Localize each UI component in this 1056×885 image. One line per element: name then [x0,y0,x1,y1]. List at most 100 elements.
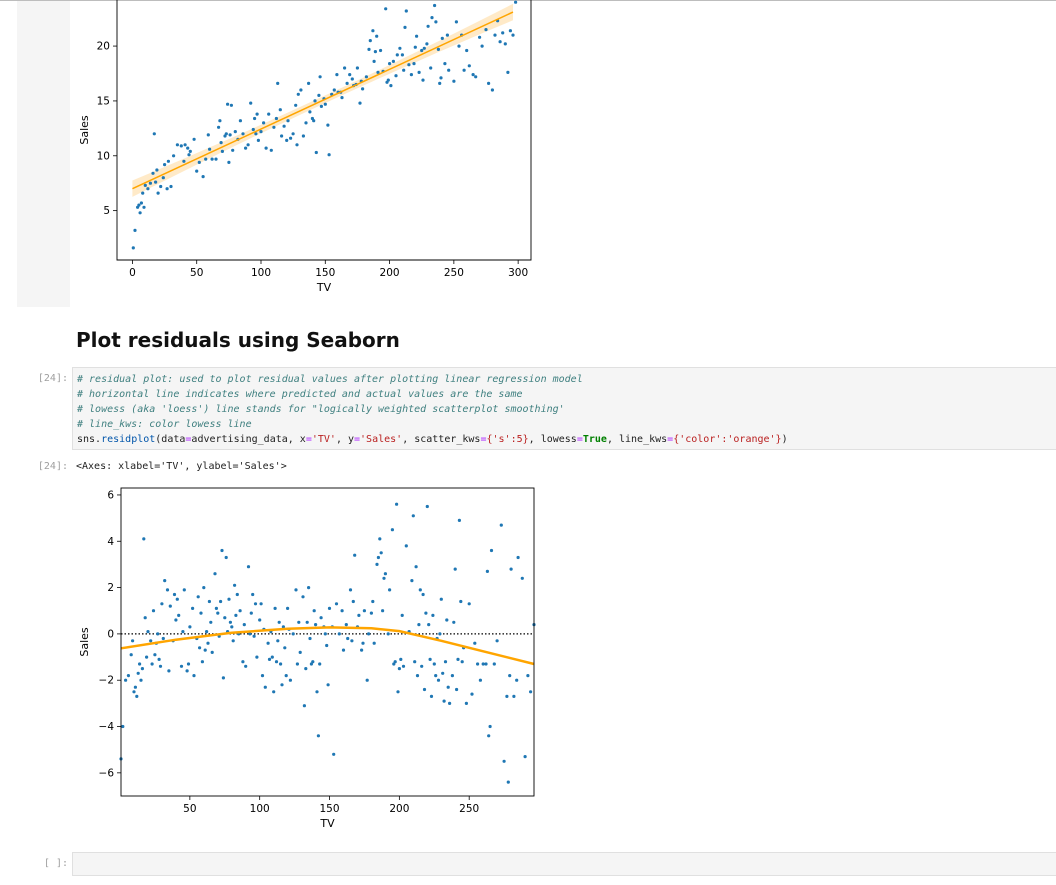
regplot-data-point [317,93,321,97]
regplot-data-point [425,42,429,46]
residplot-data-point [233,583,237,587]
residplot-data-point [199,611,203,615]
regplot-data-point [286,119,290,123]
residplot-data-point [436,678,441,682]
residplot-data-point [255,655,259,659]
code-token: , y [335,434,354,445]
regplot-data-point [364,75,368,79]
regplot-x-tick-label: 100 [251,267,271,279]
residplot-data-point [145,655,149,659]
regplot-data-point [172,154,176,158]
residplot-data-point [376,555,380,560]
regplot-data-point [197,160,201,164]
residplot-data-point [302,704,306,708]
residplot-data-point [284,674,288,678]
residplot-data-point [219,599,223,604]
residplot-data-point [312,609,316,613]
regplot-data-point [358,101,362,105]
regplot-data-point [417,70,421,74]
residplot-data-point [280,683,284,687]
residplot-data-point [341,648,346,652]
code-token: = [185,434,192,445]
regplot-data-point [233,130,237,134]
residplot-data-point [177,613,181,617]
residplot-data-point [351,599,355,604]
regplot-data-point [291,132,295,136]
regplot-data-point [267,112,271,116]
residplot-data-point [228,620,232,624]
residplot-data-point [446,685,450,689]
regplot-data-point [285,138,289,142]
residplot-data-point [332,752,336,756]
residplot-data-point [467,602,471,606]
regplot-data-point [156,191,160,195]
residplot-data-point [207,599,211,604]
regplot-data-point [493,33,497,37]
regplot-data-point [294,103,298,107]
residplot-data-point [395,502,399,506]
residplot-y-tick-label: 4 [107,536,114,548]
residplot-data-point [478,678,482,682]
residplot-data-point [348,588,353,592]
regplot-data-point [206,133,210,137]
residplot-data-point [196,595,200,599]
regplot-data-point [371,29,375,33]
regplot-data-point [327,153,331,157]
regplot-data-point [332,88,336,92]
regplot-data-point [498,40,502,44]
regplot-data-point [192,137,196,141]
residplot-data-point [273,606,277,610]
residplot-data-point [523,755,527,759]
residplot-data-point [319,616,323,620]
regplot-data-point [319,104,323,108]
residplot-data-point [422,687,427,692]
residplot-data-point [186,662,191,666]
residplot-data-point [460,660,464,664]
regplot-data-point [169,184,173,189]
regplot-data-point [433,3,437,8]
residplot-data-point [135,694,139,698]
residplot-data-point [316,734,320,738]
residplot-data-point [357,613,361,617]
regplot-data-point [259,130,263,134]
regplot-data-point [335,73,339,77]
residplot-data-point [210,650,214,654]
regplot-x-tick-label: 0 [129,267,136,279]
residplot-data-point [291,632,295,636]
residplot-data-point [452,620,456,624]
regplot-data-point [487,81,491,85]
regplot-data-point [443,62,447,66]
residplot-data-point [172,592,177,597]
residplot-data-point [216,611,220,615]
residplot-data-point [429,694,434,698]
regplot-data-point [280,134,284,138]
residplot-data-point [327,606,332,610]
residplot-y-tick-label: −4 [99,721,115,733]
regplot-regression-line [132,11,514,190]
residplot-data-point [485,569,489,573]
regplot-data-point [501,31,505,35]
residplot-data-point [401,664,406,668]
regplot-data-point [508,29,512,33]
regplot-data-point [454,20,458,24]
regplot-data-point [227,160,231,164]
regplot-data-point [434,20,438,24]
code-token: = [480,434,487,445]
residplot-data-point [248,632,252,636]
code-cell[interactable]: # residual plot: used to plot residual v… [72,367,1056,450]
regplot-data-point [179,144,183,148]
residplot-data-point [158,664,163,668]
residplot-y-tick-label: 0 [107,628,114,640]
regplot-data-point [304,121,308,125]
residplot-data-point [318,662,322,666]
regplot-x-tick-label: 150 [315,267,335,279]
empty-code-cell[interactable] [72,852,1056,876]
residplot-data-point [253,602,258,606]
regplot-data-point [241,132,245,136]
code-token: , scatter_kws [402,434,481,445]
regplot-data-point [301,134,305,138]
residplot-data-point [334,602,339,606]
regplot-data-point [422,46,426,50]
regplot-data-point [299,88,303,92]
regplot-data-point [375,34,379,38]
